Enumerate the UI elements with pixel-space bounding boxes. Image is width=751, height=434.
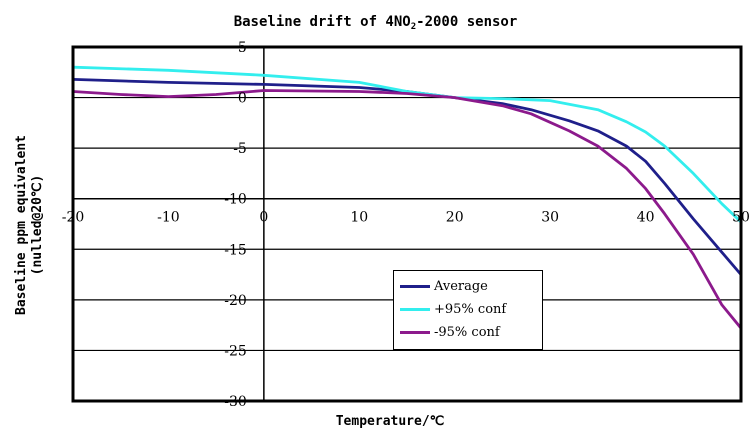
legend-label-minus95: -95% conf: [434, 325, 500, 340]
legend-entry-average: Average: [400, 275, 536, 298]
x-tick-label: 30: [541, 210, 559, 226]
chart-title-subscript: 2: [410, 22, 417, 32]
x-tick-label: 40: [637, 210, 655, 226]
tick-labels: 50-5-10-15-20-25-30-20 -10 0 10 20 30 40 50: [62, 40, 750, 410]
series-line-2: [71, 89, 743, 330]
y-tick-label: 5: [238, 40, 247, 56]
legend-swatch-plus95: [400, 308, 430, 311]
y-tick-label: -5: [233, 141, 247, 157]
legend-entry-plus95: +95% conf: [400, 298, 536, 321]
chart-title-main: Baseline drift of 4NO: [233, 14, 411, 30]
legend-label-average: Average: [434, 279, 488, 294]
legend-swatch-minus95: [400, 331, 430, 334]
chart-title: Baseline drift of 4NO2-2000 sensor: [0, 14, 751, 32]
y-tick-label: -25: [224, 343, 247, 359]
x-tick-label: 50: [732, 210, 750, 226]
series-line-1: [71, 65, 743, 224]
series-line-0: [71, 78, 743, 277]
y-tick-label: -15: [224, 242, 247, 258]
x-axis-label: Temperature/℃: [335, 414, 445, 429]
y-tick-label: -30: [224, 394, 247, 410]
legend-swatch-average: [400, 285, 430, 288]
plot-frame: [71, 45, 743, 403]
x-tick-label: -10: [157, 210, 180, 226]
y-tick-label: -10: [224, 192, 247, 208]
legend: Average +95% conf -95% conf: [393, 270, 543, 350]
legend-label-plus95: +95% conf: [434, 302, 507, 317]
series-lines: [71, 65, 743, 330]
x-tick-label: 20: [446, 210, 464, 226]
y-tick-label: -20: [224, 293, 247, 309]
x-tick-label: 10: [350, 210, 368, 226]
x-tick-label: 0: [259, 210, 268, 226]
chart-title-rest: -2000 sensor: [416, 14, 518, 30]
y-tick-label: 0: [238, 91, 247, 107]
legend-entry-minus95: -95% conf: [400, 321, 536, 344]
axes: [73, 47, 741, 401]
x-tick-label: -20: [62, 210, 85, 226]
